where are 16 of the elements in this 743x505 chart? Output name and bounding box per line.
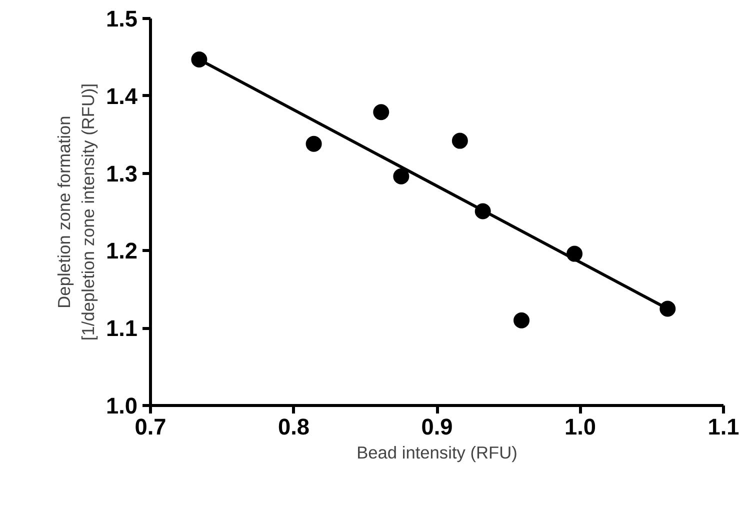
- x-tick-label: 0.8: [278, 414, 310, 440]
- point: [306, 136, 322, 152]
- y-tick-label: 1.4: [106, 82, 138, 109]
- point: [514, 312, 530, 328]
- point: [373, 104, 390, 120]
- x-tick-label: 1.0: [564, 414, 596, 440]
- point: [452, 132, 468, 149]
- y-tick-label: 1.3: [106, 160, 138, 186]
- y-tick-label: 1.2: [106, 238, 138, 264]
- x-tick-label: 0.9: [421, 414, 453, 440]
- y-axis-title: Depletion zone formation [1/depletion zone intensity (RFU)]: [54, 83, 98, 341]
- y-tick-label: 1.5: [106, 6, 138, 32]
- y-tick-label: 1.1: [106, 315, 138, 342]
- point: [393, 168, 410, 184]
- x-axis-title: Bead intensity (RFU): [356, 442, 518, 462]
- x-tick-label: 1.1: [708, 414, 740, 440]
